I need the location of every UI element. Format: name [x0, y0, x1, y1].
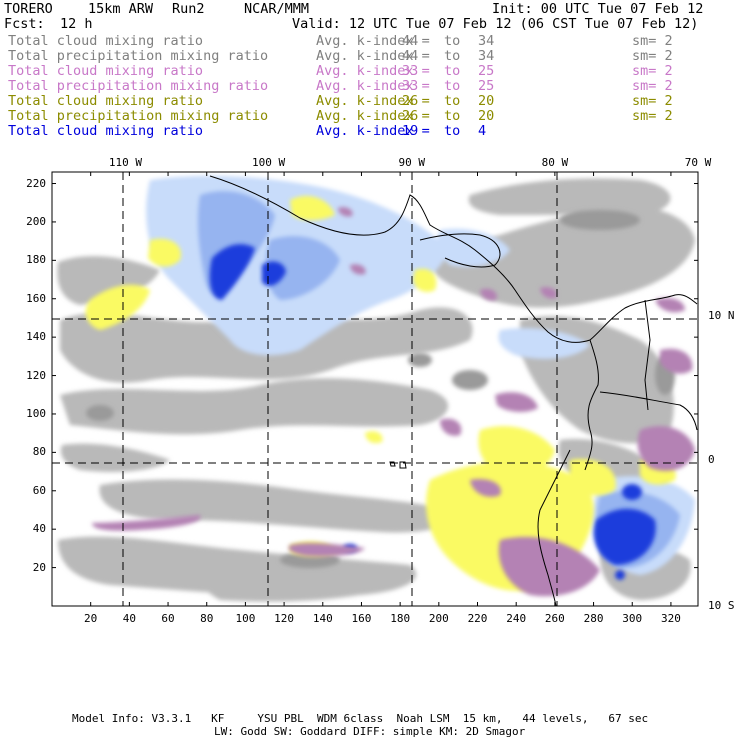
legend-field: Total precipitation mixing ratio: [8, 78, 269, 94]
model-name: TORERO: [4, 1, 53, 17]
legend-field: Total precipitation mixing ratio: [8, 48, 269, 64]
y-tick-label: 60: [32, 483, 46, 497]
x-tick-label: 260: [544, 612, 565, 625]
legend-to: 25: [478, 78, 495, 94]
x-tick-label: 320: [660, 612, 681, 625]
legend-to: 34: [478, 48, 495, 64]
x-tick-label: 100: [235, 612, 256, 625]
legend-sm: sm= 2: [632, 33, 673, 49]
y-tick-label: 120: [26, 368, 46, 382]
legend-to-word: to: [444, 33, 461, 49]
x-tick-label: 40: [122, 612, 136, 625]
y-tick-label: 140: [26, 330, 46, 344]
latitude-label: 10 N: [708, 309, 735, 323]
x-tick-label: 180: [390, 612, 411, 625]
legend-from: 44: [402, 48, 419, 64]
x-tick-label: 240: [506, 612, 527, 625]
weather-fields: [57, 175, 695, 602]
legend-to-word: to: [444, 63, 461, 79]
legend-to-word: to: [444, 93, 461, 109]
legend-index: Avg. k-index =: [316, 78, 430, 94]
legend-from: 26: [402, 93, 419, 109]
x-tick-label: 200: [428, 612, 449, 625]
physics-info: LW: Godd SW: Goddard DIFF: simple KM: 2D…: [214, 725, 526, 738]
longitude-label: 110 W: [108, 156, 143, 169]
y-tick-label: 40: [32, 522, 46, 536]
valid-time: Valid: 12 UTC Tue 07 Feb 12 (06 CST Tue …: [292, 16, 699, 32]
longitude-label: 80 W: [541, 156, 569, 169]
axis-ticks: [52, 172, 698, 606]
x-tick-label: 20: [84, 612, 98, 625]
precip-purple: [92, 207, 695, 597]
legend-to-word: to: [444, 48, 461, 64]
legend-index: Avg. k-index =: [316, 48, 430, 64]
model-info: Model Info: V3.3.1 KF YSU PBL WDM 6class…: [72, 712, 649, 725]
y-tick-label: 160: [26, 291, 46, 305]
legend-field: Total cloud mixing ratio: [8, 93, 204, 109]
legend-to: 4: [478, 123, 487, 139]
legend-sm: sm= 2: [632, 48, 673, 64]
init-time: Init: 00 UTC Tue 07 Feb 12: [492, 1, 704, 17]
legend-index: Avg. k-index =: [316, 33, 430, 49]
legend-from: 33: [402, 78, 419, 94]
legend-sm: sm= 2: [632, 108, 673, 124]
x-tick-label: 120: [274, 612, 295, 625]
legend-field: Total cloud mixing ratio: [8, 33, 204, 49]
x-tick-label: 280: [583, 612, 604, 625]
x-tick-label: 80: [200, 612, 214, 625]
legend-to-word: to: [444, 108, 461, 124]
legend-from: 26: [402, 108, 419, 124]
y-tick-label: 100: [26, 406, 46, 420]
cloud-field-dark: [86, 210, 675, 568]
longitude-label: 100 W: [252, 156, 286, 169]
y-tick-label: 220: [26, 176, 46, 190]
lat-lon-grid: [52, 172, 698, 606]
x-tick-label: 140: [312, 612, 333, 625]
legend-to-word: to: [444, 78, 461, 94]
y-tick-label: 80: [32, 445, 46, 459]
y-tick-label: 200: [26, 214, 46, 228]
legend-sm: sm= 2: [632, 63, 673, 79]
x-tick-label: 220: [467, 612, 488, 625]
legend-index: Avg. k-index =: [316, 93, 430, 109]
organization: NCAR/MMM: [244, 1, 310, 17]
cloud-field-gray: [57, 178, 695, 602]
y-tick-label: 180: [26, 253, 46, 267]
legend-index: Avg. k-index =: [316, 108, 430, 124]
latitude-label: 0: [708, 453, 715, 467]
longitude-label: 70 W: [684, 156, 712, 169]
x-tick-label: 160: [351, 612, 372, 625]
latitude-label: 10 S: [708, 599, 735, 612]
plot-frame: [51, 171, 699, 607]
legend-field: Total precipitation mixing ratio: [8, 108, 269, 124]
legend-field: Total cloud mixing ratio: [8, 123, 204, 139]
forecast-label: Fcst:: [4, 16, 45, 32]
legend-index: Avg. k-index =: [316, 123, 430, 139]
x-tick-label: 60: [161, 612, 175, 625]
run-label: Run2: [172, 1, 205, 17]
longitude-label: 90 W: [398, 156, 425, 169]
coastlines: [209, 175, 698, 606]
legend-to: 20: [478, 93, 495, 109]
legend-from: 44: [402, 33, 419, 49]
legend-sm: sm= 2: [632, 78, 673, 94]
legend-to: 20: [478, 108, 495, 124]
legend-to: 34: [478, 33, 495, 49]
legend-from: 19: [402, 123, 419, 139]
legend-to-word: to: [444, 123, 461, 139]
model-resolution: 15km ARW: [88, 1, 154, 17]
legend-field: Total cloud mixing ratio: [8, 63, 204, 79]
legend-from: 33: [402, 63, 419, 79]
legend-index: Avg. k-index =: [316, 63, 430, 79]
y-tick-label: 20: [32, 560, 46, 574]
x-tick-label: 300: [622, 612, 643, 625]
legend-sm: sm= 2: [632, 93, 673, 109]
forecast-hour: 12 h: [60, 16, 93, 32]
legend-to: 25: [478, 63, 495, 79]
